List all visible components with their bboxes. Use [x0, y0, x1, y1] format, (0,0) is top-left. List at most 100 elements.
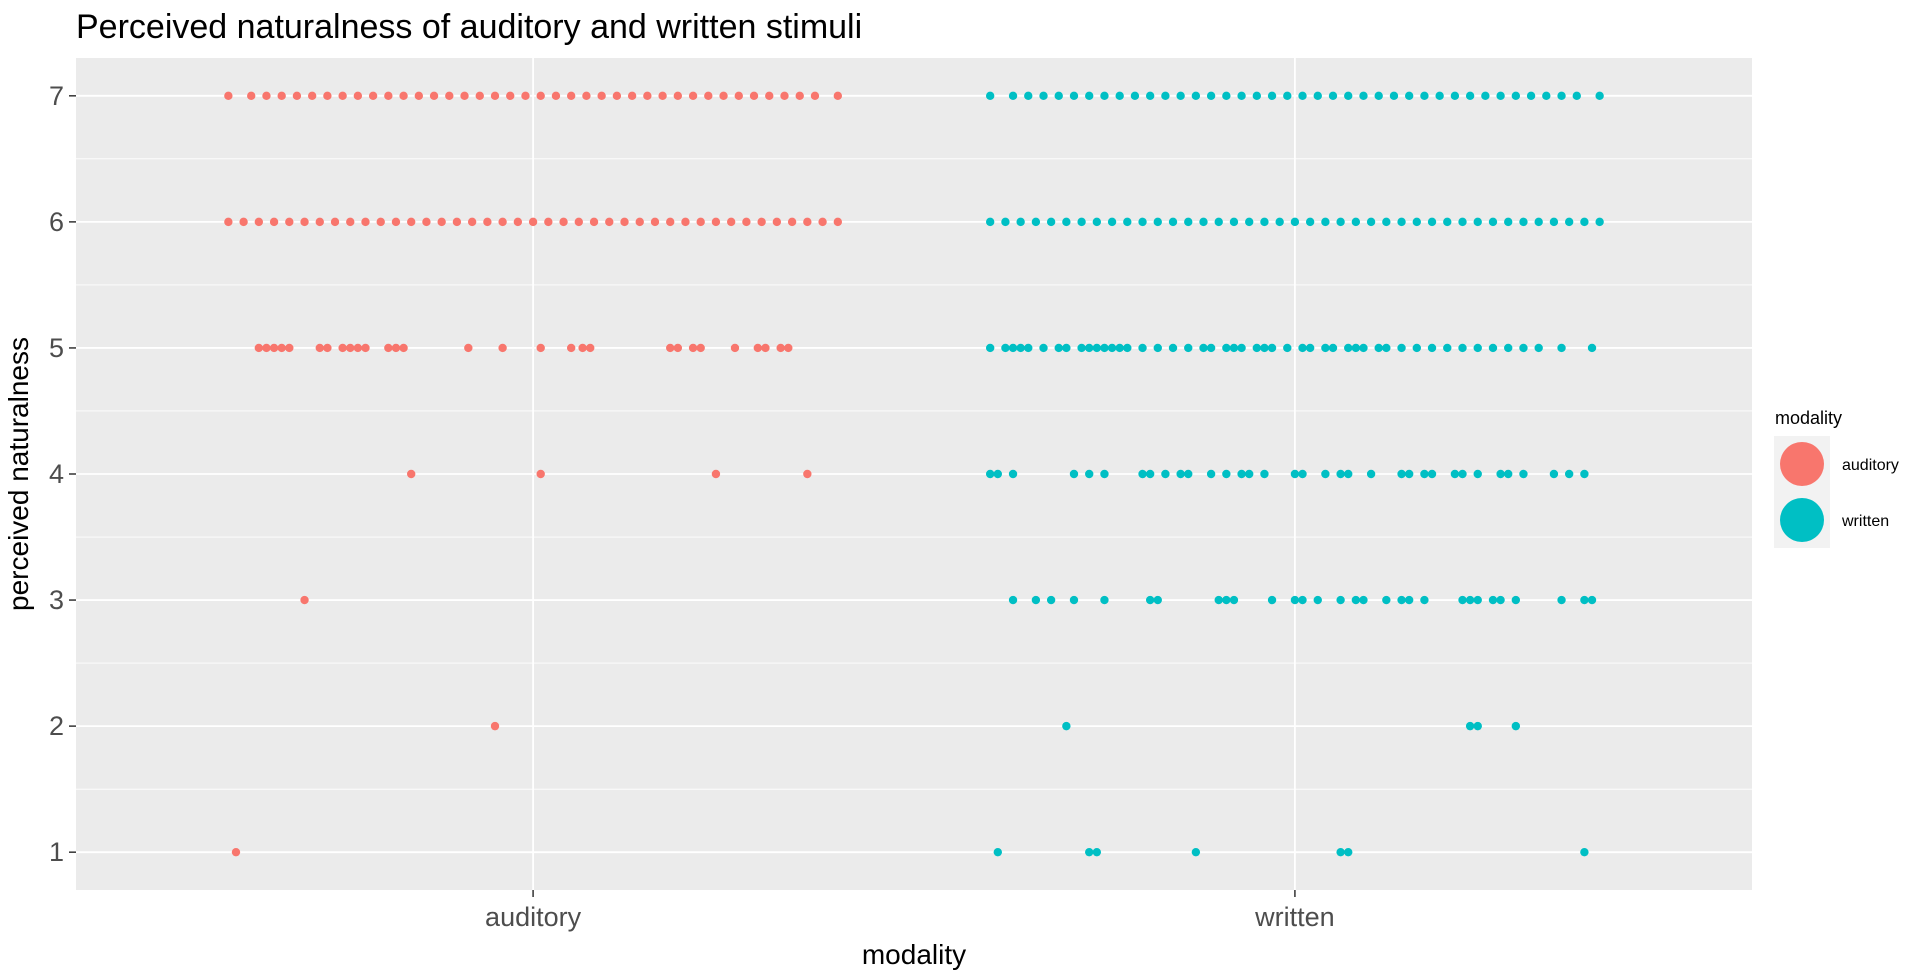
- data-point-written: [1557, 343, 1566, 353]
- legend-key-auditory: [1780, 442, 1824, 486]
- y-tick-label: 4: [49, 459, 64, 489]
- data-point-auditory: [536, 469, 545, 479]
- data-point-auditory: [269, 343, 279, 353]
- data-point-auditory: [787, 217, 797, 227]
- data-point-written: [1206, 343, 1216, 353]
- data-point-written: [1473, 217, 1482, 227]
- data-point-written: [1016, 217, 1025, 227]
- data-point-written: [1404, 91, 1414, 101]
- data-point-auditory: [612, 91, 622, 101]
- data-point-auditory: [696, 343, 705, 353]
- data-point-written: [1245, 217, 1254, 227]
- data-point-written: [1184, 343, 1193, 353]
- data-point-auditory: [330, 217, 340, 227]
- data-point-auditory: [376, 217, 385, 227]
- data-point-written: [1260, 217, 1269, 227]
- data-point-auditory: [361, 343, 370, 353]
- data-point-written: [1534, 217, 1543, 227]
- data-point-auditory: [765, 91, 774, 101]
- data-point-auditory: [803, 217, 812, 227]
- data-point-auditory: [346, 343, 355, 353]
- data-point-auditory: [688, 91, 698, 101]
- data-point-written: [1260, 343, 1269, 353]
- data-point-written: [1564, 217, 1574, 227]
- data-point-written: [1130, 91, 1140, 101]
- data-point-auditory: [521, 91, 530, 101]
- data-point-written: [1382, 217, 1391, 227]
- data-point-written: [1382, 595, 1391, 605]
- data-point-written: [1138, 343, 1147, 353]
- data-point-written: [1085, 847, 1094, 857]
- data-point-auditory: [323, 343, 332, 353]
- data-point-auditory: [544, 217, 553, 227]
- data-point-written: [985, 217, 995, 227]
- data-point-written: [1100, 595, 1109, 605]
- data-point-written: [1008, 343, 1018, 353]
- data-point-written: [1054, 343, 1063, 353]
- data-point-written: [1511, 721, 1521, 731]
- data-point-written: [1420, 595, 1429, 605]
- data-point-written: [1473, 721, 1482, 731]
- data-point-written: [1458, 469, 1467, 479]
- data-point-written: [1420, 469, 1429, 479]
- data-point-auditory: [422, 217, 431, 227]
- data-point-auditory: [536, 91, 545, 101]
- data-point-written: [1054, 91, 1063, 101]
- data-point-auditory: [224, 91, 233, 101]
- minor-gridlines: [76, 158, 1752, 790]
- data-point-written: [1344, 91, 1353, 101]
- y-tick-label: 6: [49, 207, 64, 237]
- data-point-written: [1534, 343, 1543, 353]
- data-point-written: [1115, 91, 1124, 101]
- data-point-written: [1092, 847, 1102, 857]
- data-point-auditory: [772, 217, 782, 227]
- data-point-auditory: [315, 217, 324, 227]
- data-point-written: [1229, 217, 1239, 227]
- data-point-written: [1321, 469, 1330, 479]
- chart-title: Perceived naturalness of auditory and wr…: [76, 8, 862, 46]
- data-point-written: [1222, 595, 1231, 605]
- data-point-written: [1496, 595, 1505, 605]
- data-point-auditory: [749, 91, 759, 101]
- data-point-auditory: [742, 217, 751, 227]
- data-point-written: [1214, 595, 1223, 605]
- data-point-auditory: [353, 91, 363, 101]
- y-tick-label: 1: [49, 837, 64, 867]
- data-point-auditory: [536, 343, 545, 353]
- data-point-written: [1229, 343, 1239, 353]
- data-point-written: [1572, 91, 1581, 101]
- data-point-written: [985, 469, 995, 479]
- data-point-auditory: [776, 343, 785, 353]
- data-point-auditory: [650, 217, 660, 227]
- data-point-written: [1458, 343, 1467, 353]
- data-point-written: [1085, 343, 1094, 353]
- data-point-auditory: [498, 343, 507, 353]
- data-point-auditory: [361, 217, 370, 227]
- data-point-auditory: [761, 343, 770, 353]
- y-tick-label: 7: [49, 81, 64, 111]
- data-point-written: [1519, 217, 1528, 227]
- data-point-auditory: [795, 91, 804, 101]
- data-point-written: [1206, 469, 1216, 479]
- data-point-written: [1450, 469, 1460, 479]
- data-point-written: [1237, 469, 1246, 479]
- data-point-auditory: [666, 217, 675, 227]
- data-point-written: [1397, 343, 1406, 353]
- data-point-auditory: [437, 217, 446, 227]
- data-point-written: [1473, 343, 1482, 353]
- data-point-written: [1199, 343, 1208, 353]
- data-point-written: [1290, 469, 1300, 479]
- data-point-written: [1336, 595, 1345, 605]
- data-point-written: [1336, 847, 1345, 857]
- data-point-written: [1488, 343, 1498, 353]
- data-point-written: [1153, 217, 1162, 227]
- data-point-auditory: [578, 343, 587, 353]
- data-point-auditory: [224, 217, 233, 227]
- data-point-auditory: [391, 217, 401, 227]
- data-point-auditory: [833, 217, 843, 227]
- data-point-auditory: [262, 343, 271, 353]
- x-axis-title: modality: [862, 939, 966, 970]
- data-point-written: [985, 343, 995, 353]
- data-point-written: [1313, 595, 1322, 605]
- data-point-auditory: [551, 91, 561, 101]
